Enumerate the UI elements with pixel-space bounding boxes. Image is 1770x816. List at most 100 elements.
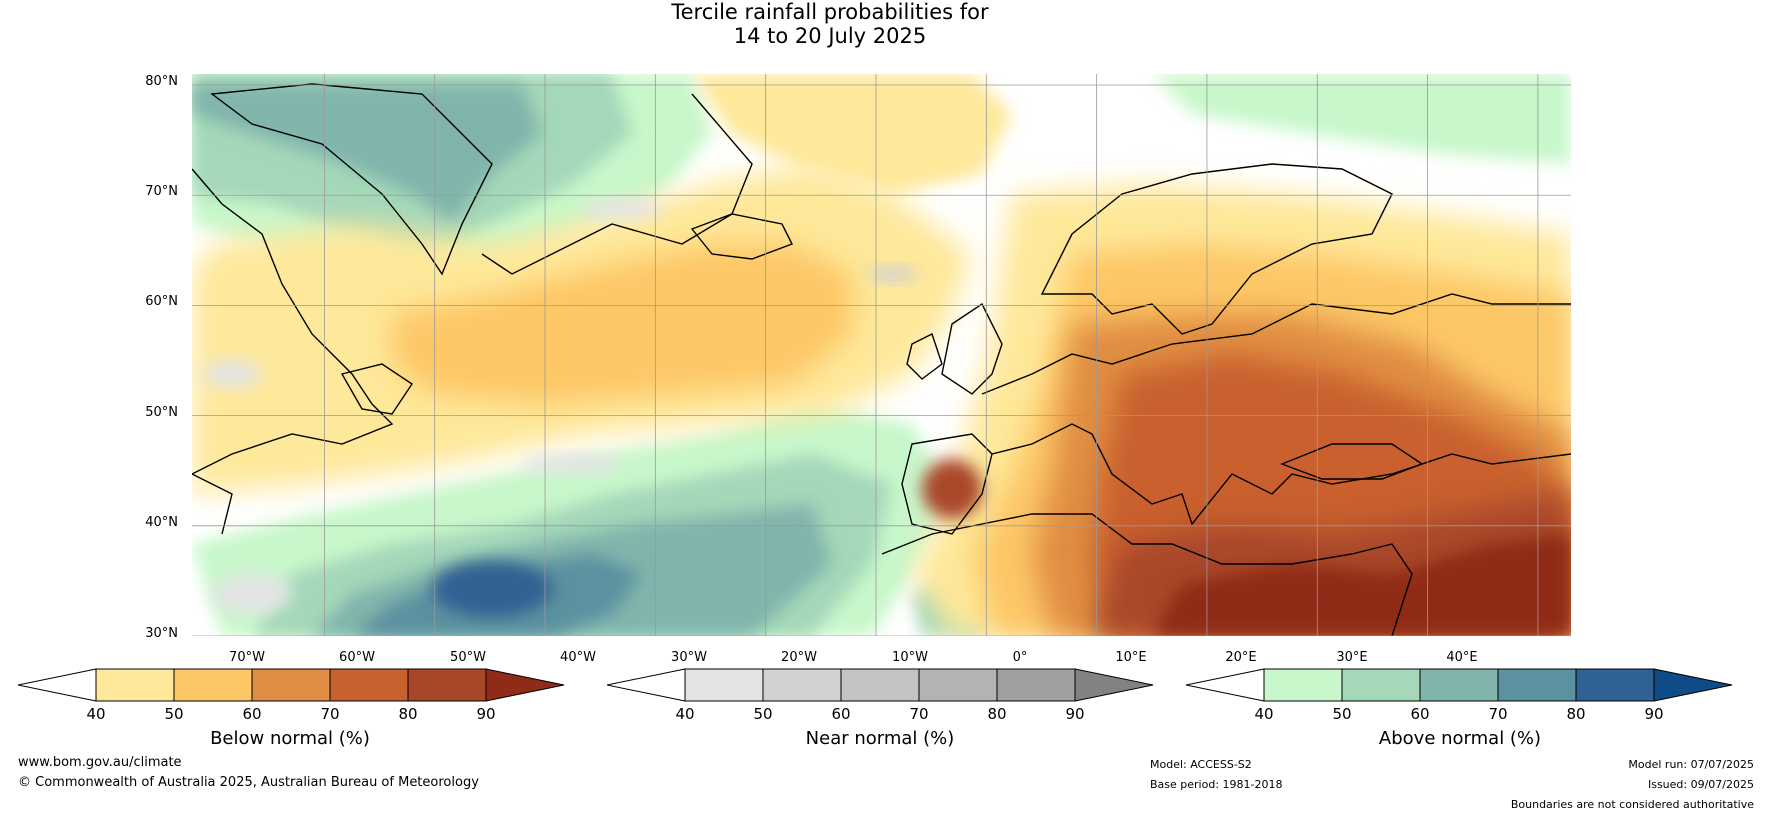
below-normal-med-extreme bbox=[1152, 534, 1571, 636]
coast-us-east bbox=[192, 473, 233, 535]
footer-website: www.bom.gov.au/climate bbox=[18, 755, 182, 770]
colorbar-near-title: Near normal (%) bbox=[805, 728, 955, 749]
lon-label-30w: 30°W bbox=[671, 650, 707, 665]
lat-label-30n: 30°N bbox=[145, 626, 178, 641]
near-colorbar-segment bbox=[918, 668, 998, 702]
below-colorbar-extend-low bbox=[18, 668, 97, 702]
near-colorbar-segment bbox=[762, 668, 842, 702]
lon-label-60w: 60°W bbox=[339, 650, 375, 665]
near-colorbar-tick-label: 60 bbox=[831, 705, 851, 723]
above-colorbar-tick-label: 70 bbox=[1488, 705, 1508, 723]
above-colorbar-segment bbox=[1419, 668, 1499, 702]
above-colorbar-tick-label: 60 bbox=[1410, 705, 1430, 723]
coastlines bbox=[192, 83, 1571, 636]
above-colorbar-extend-low bbox=[1186, 668, 1265, 702]
footer-base-period: Base period: 1981-2018 bbox=[1150, 778, 1283, 791]
near-colorbar-tick-label: 50 bbox=[753, 705, 773, 723]
below-colorbar-tick-label: 70 bbox=[320, 705, 340, 723]
lon-label-20w: 20°W bbox=[781, 650, 817, 665]
near-colorbar-segment bbox=[684, 668, 764, 702]
above-colorbar-segment bbox=[1341, 668, 1421, 702]
coast-ireland bbox=[906, 333, 943, 380]
title-line-1: Tercile rainfall probabilities for bbox=[671, 0, 989, 24]
below-normal-greenland-east bbox=[692, 74, 1012, 194]
above-colorbar-segment bbox=[1263, 668, 1343, 702]
above-colorbar-tick-label: 80 bbox=[1566, 705, 1586, 723]
lon-label-30e: 30°E bbox=[1336, 650, 1368, 665]
lon-label-10e: 10°E bbox=[1115, 650, 1147, 665]
below-colorbar-tick-label: 90 bbox=[476, 705, 496, 723]
lon-label-70w: 70°W bbox=[229, 650, 265, 665]
above-colorbar-tick-label: 90 bbox=[1644, 705, 1664, 723]
footer-model-run: Model run: 07/07/2025 bbox=[1628, 758, 1754, 771]
below-colorbar-tick-label: 80 bbox=[398, 705, 418, 723]
near-normal-patch-2 bbox=[202, 360, 262, 388]
lon-label-0: 0° bbox=[1012, 650, 1028, 665]
near-colorbar-segment bbox=[840, 668, 920, 702]
footer-model: Model: ACCESS-S2 bbox=[1150, 758, 1252, 771]
near-normal-patch-5 bbox=[867, 266, 917, 282]
near-colorbar-segment bbox=[996, 668, 1076, 702]
above-colorbar-segment bbox=[1497, 668, 1577, 702]
near-colorbar-tick-label: 40 bbox=[675, 705, 695, 723]
below-colorbar-segment bbox=[95, 668, 175, 702]
lat-label-40n: 40°N bbox=[145, 515, 178, 530]
colorbar-below-normal bbox=[18, 668, 565, 702]
coast-blacksea bbox=[1280, 443, 1424, 480]
near-colorbar-extend-low bbox=[607, 668, 686, 702]
footer-disclaimer: Boundaries are not considered authoritat… bbox=[1510, 798, 1754, 811]
colorbar-below-title: Below normal (%) bbox=[210, 728, 370, 749]
coast-iberia bbox=[901, 433, 993, 535]
near-colorbar-tick-label: 90 bbox=[1065, 705, 1085, 723]
footer-copyright: © Commonwealth of Australia 2025, Austra… bbox=[18, 775, 479, 790]
below-colorbar-segment bbox=[251, 668, 331, 702]
above-colorbar-segment bbox=[1575, 668, 1655, 702]
lon-label-10w: 10°W bbox=[892, 650, 928, 665]
above-colorbar-extend-high bbox=[1653, 668, 1733, 702]
below-colorbar-tick-label: 60 bbox=[242, 705, 262, 723]
above-normal-arctic-ne bbox=[1152, 74, 1571, 164]
below-normal-atlantic-mid bbox=[392, 244, 852, 404]
probability-fields bbox=[192, 74, 1571, 636]
lat-label-60n: 60°N bbox=[145, 294, 178, 309]
forecast-map bbox=[192, 74, 1571, 636]
above-normal-atlantic-peak bbox=[432, 561, 552, 617]
below-colorbar-segment bbox=[407, 668, 487, 702]
near-colorbar-tick-label: 70 bbox=[909, 705, 929, 723]
near-colorbar-tick-label: 80 bbox=[987, 705, 1007, 723]
above-colorbar-tick-label: 50 bbox=[1332, 705, 1352, 723]
near-normal-patch-1 bbox=[582, 199, 662, 219]
below-colorbar-segment bbox=[173, 668, 253, 702]
above-colorbar-tick-label: 40 bbox=[1254, 705, 1274, 723]
below-colorbar-extend-high bbox=[485, 668, 565, 702]
lon-label-40w: 40°W bbox=[560, 650, 596, 665]
coast-greenland bbox=[210, 83, 493, 276]
near-normal-patch-4 bbox=[212, 574, 292, 614]
lat-label-80n: 80°N bbox=[145, 74, 178, 89]
lon-label-20e: 20°E bbox=[1225, 650, 1257, 665]
coast-greenland-east bbox=[481, 93, 753, 275]
colorbar-above-normal bbox=[1186, 668, 1733, 702]
below-colorbar-segment bbox=[329, 668, 409, 702]
map-canvas bbox=[192, 74, 1571, 636]
below-colorbar-tick-label: 50 bbox=[164, 705, 184, 723]
graticule bbox=[192, 74, 1571, 636]
below-normal-iberia-peak bbox=[922, 459, 982, 519]
coast-iceland bbox=[690, 213, 793, 260]
colorbar-above-title: Above normal (%) bbox=[1378, 728, 1542, 749]
coast-labrador bbox=[192, 168, 394, 475]
above-normal-greenland-core bbox=[192, 84, 542, 224]
near-colorbar-extend-high bbox=[1074, 668, 1154, 702]
coast-uk bbox=[941, 302, 1003, 395]
coast-scandinavia bbox=[1040, 163, 1393, 335]
lat-label-50n: 50°N bbox=[145, 405, 178, 420]
below-colorbar-tick-label: 40 bbox=[86, 705, 106, 723]
lon-label-50w: 50°W bbox=[450, 650, 486, 665]
coast-africa bbox=[881, 513, 1413, 636]
coast-newfoundland bbox=[340, 363, 413, 415]
coast-europe bbox=[981, 293, 1571, 395]
lat-label-70n: 70°N bbox=[145, 184, 178, 199]
near-normal-patch-3 bbox=[522, 454, 622, 474]
lon-label-40e: 40°E bbox=[1446, 650, 1478, 665]
footer-issued: Issued: 09/07/2025 bbox=[1647, 778, 1754, 791]
